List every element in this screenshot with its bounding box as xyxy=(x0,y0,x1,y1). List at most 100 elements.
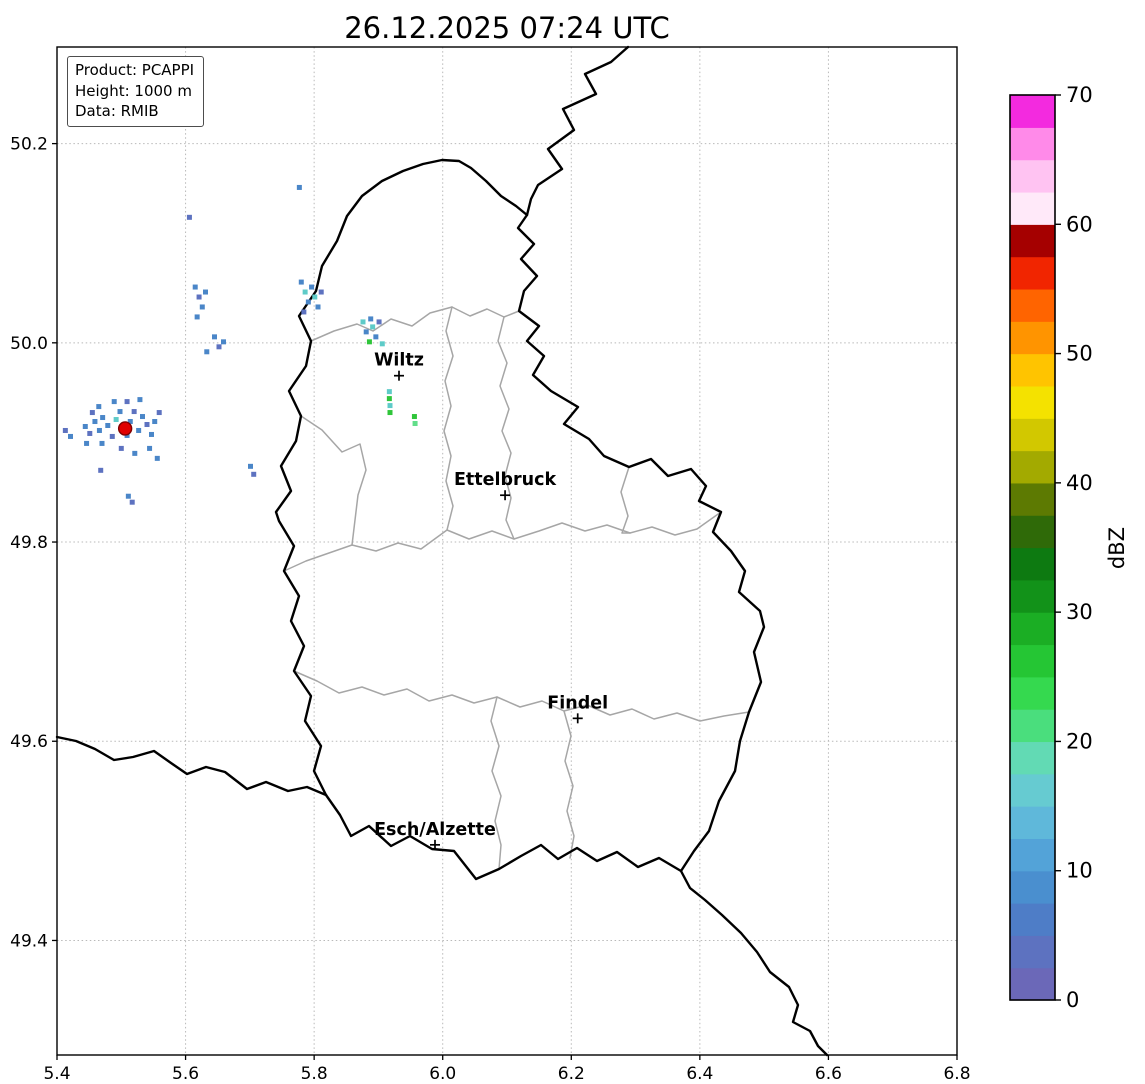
region-border xyxy=(563,710,575,859)
x-tick-label: 5.6 xyxy=(172,1064,199,1084)
radar-echo-pixel xyxy=(387,410,393,416)
colorbar-unit-label: dBZ xyxy=(1105,527,1129,569)
colorbar-tick-label: 70 xyxy=(1066,83,1093,107)
radar-echo-pixel xyxy=(84,440,90,446)
colorbar-segment xyxy=(1010,191,1055,225)
colorbar-segment xyxy=(1010,773,1055,807)
radar-echo-pixel xyxy=(360,319,366,325)
x-tick-label: 5.8 xyxy=(301,1064,328,1084)
radar-echo-pixel xyxy=(156,410,162,416)
radar-echo-pixel xyxy=(315,304,321,310)
radar-echo-pixel xyxy=(376,319,382,325)
radar-echo-pixel xyxy=(366,339,372,345)
radar-site-marker xyxy=(117,421,133,436)
region-border xyxy=(490,696,502,870)
radar-echo-pixel xyxy=(248,463,253,469)
radar-echo-pixel xyxy=(92,419,98,425)
radar-echo-pixel xyxy=(99,440,105,446)
y-tick-label: 49.6 xyxy=(10,732,48,752)
radar-echo-pixel xyxy=(111,399,117,405)
radar-echo-pixel xyxy=(194,314,200,320)
radar-echo-pixel xyxy=(203,289,208,295)
radar-echo-pixel xyxy=(309,284,315,290)
radar-echo-pixel xyxy=(129,499,135,505)
radar-echo-pixel xyxy=(216,344,222,350)
city-label-layer: Wiltz Ettelbruck Findel Esch/Alzette xyxy=(374,351,608,850)
radar-echo-pixel xyxy=(204,349,210,355)
city-label: Ettelbruck xyxy=(454,470,557,490)
radar-echo-pixel xyxy=(132,450,138,456)
colorbar-frame xyxy=(1009,94,1056,1001)
country-border xyxy=(274,158,766,881)
colorbar-segment xyxy=(1010,741,1055,775)
radar-echo-pixel xyxy=(137,397,143,403)
y-tick-label: 50.0 xyxy=(10,334,48,354)
info-box: Product: PCAPPI Height: 1000 m Data: RMI… xyxy=(67,56,205,128)
colorbar-segment xyxy=(1010,482,1055,516)
radar-echo-pixel xyxy=(140,414,145,420)
colorbar-segment xyxy=(1010,159,1055,193)
region-border xyxy=(300,415,367,546)
colorbar-segment xyxy=(1010,127,1055,161)
colorbar-segment xyxy=(1010,935,1055,969)
colorbar-tick-label: 10 xyxy=(1066,859,1093,883)
x-tick-label: 6.8 xyxy=(943,1064,970,1084)
radar-echo-pixel xyxy=(301,309,307,315)
colorbar-segment xyxy=(1010,224,1055,258)
radar-echo-pixel xyxy=(89,410,95,416)
radar-echo-pixel xyxy=(373,334,379,340)
region-border xyxy=(497,316,515,540)
city-label: Findel xyxy=(547,693,608,713)
radar-echo-pixel xyxy=(96,427,102,433)
radar-echo-pixel xyxy=(312,294,318,300)
colorbar-segment xyxy=(1010,450,1055,484)
radar-echo-pixel xyxy=(192,284,198,290)
radar-echo-pixel xyxy=(370,324,376,330)
radar-echo-pixel xyxy=(136,427,142,433)
colorbar-segment xyxy=(1010,288,1055,322)
colorbar-segment xyxy=(1010,612,1055,646)
radar-echo-pixel xyxy=(412,421,418,427)
colorbar-segment xyxy=(1010,256,1055,290)
colorbar-segment xyxy=(1010,903,1055,936)
info-line-source: Data: RMIB xyxy=(75,102,159,121)
region-border xyxy=(310,306,520,342)
radar-echo-layer xyxy=(62,184,418,505)
radar-echo-pixel xyxy=(318,289,324,295)
radar-echo-pixel xyxy=(124,432,130,438)
radar-echo-pixel xyxy=(149,431,154,437)
colorbar-segment xyxy=(1010,676,1055,710)
radar-echo-pixel xyxy=(363,329,369,335)
radar-echo-pixel xyxy=(221,339,226,345)
x-tick-label: 6.4 xyxy=(686,1064,713,1084)
radar-echo-pixel xyxy=(96,404,102,410)
radar-echo-pixel xyxy=(387,403,393,409)
radar-echo-pixel xyxy=(144,422,150,428)
colorbar-segment xyxy=(1010,385,1055,419)
colorbar-tick-label: 40 xyxy=(1066,471,1093,495)
radar-echo-pixel xyxy=(82,423,88,429)
radar-echo-pixel xyxy=(302,289,308,295)
region-border xyxy=(283,511,722,572)
x-tick-label: 6.2 xyxy=(558,1064,585,1084)
country-border xyxy=(679,869,829,1057)
region-border xyxy=(293,670,750,722)
radar-echo-pixel xyxy=(154,455,160,461)
colorbar-segment xyxy=(1010,321,1055,355)
y-tick-label: 50.2 xyxy=(10,135,48,155)
radar-echo-pixel xyxy=(113,417,119,423)
y-tick-label: 49.8 xyxy=(10,533,48,553)
radar-echo-pixel xyxy=(196,294,202,300)
grid-layer xyxy=(56,47,958,1055)
colorbar-tick-label: 30 xyxy=(1066,600,1093,624)
colorbar-segment xyxy=(1010,709,1055,743)
colorbar-segment xyxy=(1010,579,1055,613)
radar-echo-pixel xyxy=(127,419,133,425)
radar-echo-pixel xyxy=(386,396,392,402)
colorbar-tick-label: 50 xyxy=(1066,342,1093,366)
radar-echo-pixel xyxy=(131,409,137,415)
info-line-product: Product: PCAPPI xyxy=(75,61,195,79)
radar-echo-pixel xyxy=(100,415,106,421)
radar-echo-pixel xyxy=(98,467,104,473)
